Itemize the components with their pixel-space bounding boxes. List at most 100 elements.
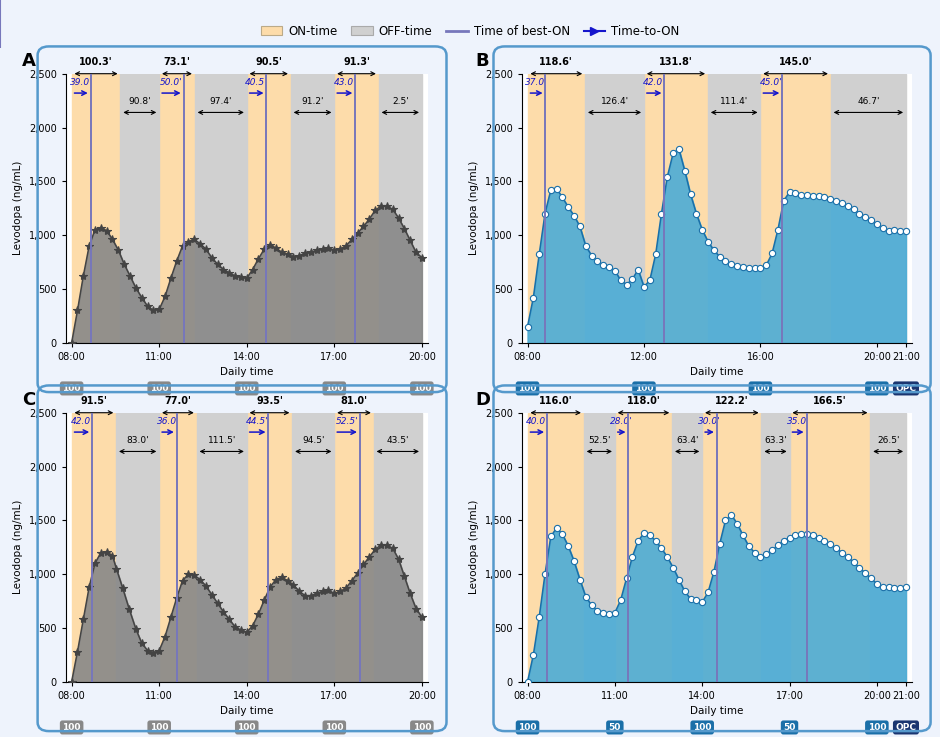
Bar xyxy=(195,74,247,343)
Text: 63.3': 63.3' xyxy=(764,436,787,445)
Text: D: D xyxy=(475,391,490,409)
Bar xyxy=(708,74,760,343)
Bar xyxy=(760,74,831,343)
Bar xyxy=(527,413,584,682)
Text: 50.0': 50.0' xyxy=(160,77,182,87)
X-axis label: Daily time: Daily time xyxy=(220,706,274,716)
Text: 77.0': 77.0' xyxy=(164,397,192,406)
X-axis label: Daily time: Daily time xyxy=(690,706,744,716)
Text: 100: 100 xyxy=(150,723,168,732)
Bar xyxy=(247,74,290,343)
Text: 50: 50 xyxy=(609,723,621,732)
Text: 45.0': 45.0' xyxy=(760,77,783,87)
Text: 83.0': 83.0' xyxy=(126,436,149,445)
Text: 100: 100 xyxy=(518,723,537,732)
Text: A: A xyxy=(23,52,37,70)
Text: 46.7': 46.7' xyxy=(857,97,880,106)
Text: 93.5': 93.5' xyxy=(256,397,283,406)
Bar xyxy=(831,74,906,343)
Text: 2.5': 2.5' xyxy=(392,97,409,106)
Text: 50: 50 xyxy=(783,723,796,732)
Text: 100: 100 xyxy=(62,384,81,393)
Text: OPC: OPC xyxy=(896,723,916,732)
Text: 100: 100 xyxy=(751,384,770,393)
Text: 100: 100 xyxy=(238,723,256,732)
Text: C: C xyxy=(23,391,36,409)
Text: 30.0': 30.0' xyxy=(698,416,721,426)
Text: 90.5': 90.5' xyxy=(256,57,282,67)
Legend: ON-time, OFF-time, Time of best-ON, Time-to-ON: ON-time, OFF-time, Time of best-ON, Time… xyxy=(256,20,684,42)
Text: 100: 100 xyxy=(325,384,343,393)
Bar xyxy=(644,74,708,343)
Text: 94.5': 94.5' xyxy=(302,436,324,445)
Bar xyxy=(585,74,644,343)
Text: 131.8': 131.8' xyxy=(659,57,693,67)
Text: 122.2': 122.2' xyxy=(715,397,748,406)
Bar xyxy=(71,74,120,343)
Bar xyxy=(247,413,292,682)
Text: 116.0': 116.0' xyxy=(539,397,572,406)
Text: 100: 100 xyxy=(62,723,81,732)
Text: 100: 100 xyxy=(325,723,343,732)
Text: 91.5': 91.5' xyxy=(81,397,107,406)
Text: 100: 100 xyxy=(413,723,431,732)
Bar xyxy=(290,74,335,343)
Bar xyxy=(335,413,374,682)
Text: 90.8': 90.8' xyxy=(129,97,151,106)
Text: 52.5': 52.5' xyxy=(588,436,611,445)
Text: 73.1': 73.1' xyxy=(164,57,191,67)
Text: 43.0': 43.0' xyxy=(334,77,356,87)
Text: 145.0': 145.0' xyxy=(778,57,812,67)
Text: 100: 100 xyxy=(238,384,256,393)
Bar xyxy=(335,74,379,343)
Text: 166.5': 166.5' xyxy=(813,397,847,406)
Text: 100: 100 xyxy=(693,723,712,732)
Text: —○— Levodopa 400 mg in four intakes+OPC 50 mg (n=12): —○— Levodopa 400 mg in four intakes+OPC … xyxy=(561,423,872,433)
Bar xyxy=(159,413,196,682)
Bar xyxy=(615,413,672,682)
Bar xyxy=(292,413,335,682)
Text: 91.3': 91.3' xyxy=(343,57,370,67)
Text: 126.4': 126.4' xyxy=(601,97,629,106)
Bar xyxy=(672,413,702,682)
Text: 118.6': 118.6' xyxy=(540,57,573,67)
Text: 40.0': 40.0' xyxy=(525,416,549,426)
X-axis label: Daily time: Daily time xyxy=(690,367,744,377)
Bar xyxy=(584,413,615,682)
Text: 42.0': 42.0' xyxy=(643,77,666,87)
Text: 52.5': 52.5' xyxy=(336,416,358,426)
Text: 42.0': 42.0' xyxy=(70,416,93,426)
Text: 100: 100 xyxy=(413,384,431,393)
Y-axis label: Levodopa (ng/mL): Levodopa (ng/mL) xyxy=(469,161,479,256)
Text: 118.0': 118.0' xyxy=(627,397,661,406)
Bar xyxy=(761,413,790,682)
Text: 100: 100 xyxy=(868,384,886,393)
Text: —★— Levodopa 500 mg in five intakes (n=12): —★— Levodopa 500 mg in five intakes (n=1… xyxy=(125,423,368,433)
Text: 43.5': 43.5' xyxy=(386,436,409,445)
Text: OPC: OPC xyxy=(896,384,916,393)
Text: 111.4': 111.4' xyxy=(720,97,748,106)
X-axis label: Daily time: Daily time xyxy=(220,367,274,377)
Y-axis label: Levodopa (ng/mL): Levodopa (ng/mL) xyxy=(13,161,24,256)
Bar xyxy=(790,413,870,682)
Text: B: B xyxy=(475,52,489,70)
Bar xyxy=(870,413,906,682)
Text: 100.3': 100.3' xyxy=(79,57,113,67)
Bar xyxy=(702,413,761,682)
Bar xyxy=(527,74,585,343)
Y-axis label: Levodopa (ng/mL): Levodopa (ng/mL) xyxy=(469,500,479,595)
Text: 91.2': 91.2' xyxy=(302,97,323,106)
Text: 100: 100 xyxy=(634,384,653,393)
Text: 44.5': 44.5' xyxy=(246,416,269,426)
Bar xyxy=(117,413,159,682)
Text: 28.0': 28.0' xyxy=(610,416,633,426)
Text: 111.5': 111.5' xyxy=(208,436,236,445)
Bar xyxy=(196,413,246,682)
Bar xyxy=(159,74,195,343)
Y-axis label: Levodopa (ng/mL): Levodopa (ng/mL) xyxy=(13,500,24,595)
Bar xyxy=(379,74,422,343)
Text: 63.4': 63.4' xyxy=(676,436,698,445)
Text: 37.0': 37.0' xyxy=(525,77,548,87)
Text: 81.0': 81.0' xyxy=(340,397,368,406)
Bar xyxy=(374,413,422,682)
